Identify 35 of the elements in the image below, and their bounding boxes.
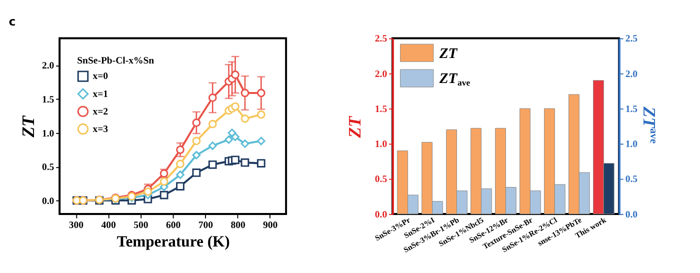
- y-axis-title: ZT: [344, 115, 364, 139]
- x-tick-label: 900: [263, 220, 278, 232]
- y2-tick-label: 2.0: [625, 68, 638, 80]
- text: c: [8, 14, 16, 29]
- y-tick-label: 0.0: [42, 196, 54, 207]
- y-axis-title: ZT: [18, 114, 38, 138]
- legend-label: x=0: [92, 71, 108, 82]
- legend-label: ZT: [438, 46, 458, 62]
- x-tick-label: 500: [134, 220, 148, 232]
- y-tick-label: 0.5: [374, 174, 388, 186]
- y-tick-label: 1.0: [374, 139, 388, 150]
- y-tick-label: 2.0: [374, 68, 388, 80]
- y-tick-label: 2.0: [42, 60, 54, 72]
- y2-tick-label: 2.5: [625, 34, 638, 45]
- legend-label: x=1: [92, 88, 108, 100]
- x-tick-label: 300: [68, 220, 84, 232]
- legend-label: x=2: [92, 106, 108, 118]
- y2-tick-label: 0.5: [625, 174, 638, 186]
- x-axis-title: Temperature (K): [116, 234, 230, 251]
- x-tick-label: 400: [101, 220, 116, 232]
- x-tick-label: 600: [166, 220, 181, 232]
- y2-tick-label: 1.0: [625, 139, 638, 150]
- legend-title: SnSe-Pb-Cl-x%Sn: [77, 56, 155, 67]
- y2-tick-label: 0.0: [625, 209, 638, 220]
- y2-tick-label: 1.5: [625, 104, 638, 115]
- x-tick-label: 700: [198, 220, 214, 232]
- y-tick-label: 1.5: [42, 94, 54, 106]
- y-tick-label: 2.5: [374, 34, 388, 45]
- x-tick-label: 800: [230, 220, 246, 232]
- y-tick-label: 0.0: [374, 209, 388, 220]
- y-tick-label: 0.5: [42, 162, 54, 174]
- y-tick-label: 1.0: [42, 128, 54, 140]
- y-tick-label: 1.5: [374, 104, 388, 115]
- legend-label: x=3: [92, 124, 108, 135]
- y2-axis-title: ZTave: [639, 106, 660, 144]
